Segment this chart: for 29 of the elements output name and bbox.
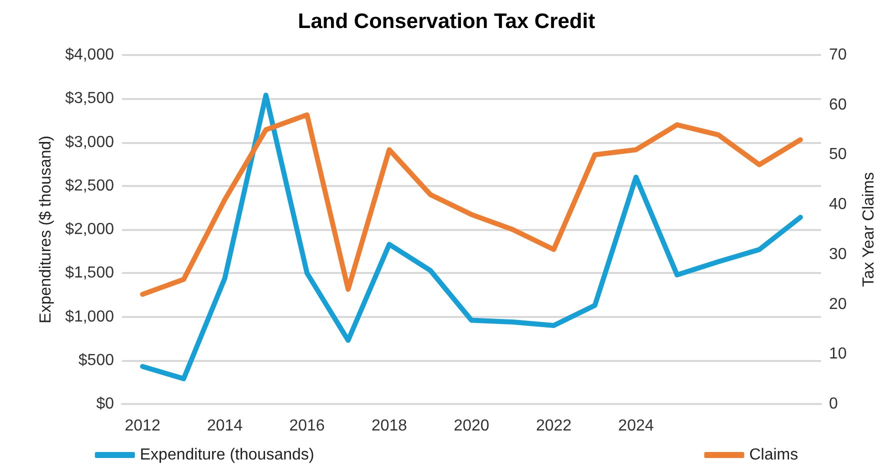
y2-axis-title: Tax Year Claims — [860, 172, 878, 287]
y-tick-label: $1,000 — [65, 308, 114, 326]
x-tick-label: 2016 — [289, 418, 325, 434]
legend-label: Claims — [749, 446, 798, 464]
chart-title: Land Conservation Tax Credit — [298, 10, 596, 33]
y2-tick-label: 60 — [829, 96, 847, 114]
y-tick-label: $3,500 — [65, 90, 114, 108]
y-tick-label: $2,000 — [65, 221, 114, 238]
x-tick-label: 2022 — [536, 418, 572, 434]
y2-tick-label: 30 — [829, 246, 847, 263]
y-tick-label: $4,000 — [65, 46, 114, 64]
y-tick-label: $1,500 — [65, 264, 114, 282]
y2-tick-label: 0 — [829, 396, 838, 412]
y-tick-label: $0 — [96, 396, 114, 412]
y2-tick-label: 20 — [829, 296, 847, 313]
y-tick-label: $500 — [78, 352, 114, 369]
y2-tick-label: 70 — [829, 46, 847, 64]
y-tick-label: $2,500 — [65, 177, 114, 194]
y2-tick-label: 50 — [829, 146, 847, 164]
x-tick-label: 2018 — [371, 418, 408, 434]
y2-tick-label: 40 — [829, 196, 847, 214]
y-axis-title: Expenditures ($ thousand) — [38, 136, 55, 324]
x-tick-label: 2014 — [206, 418, 243, 434]
legend-label: Expenditure (thousands) — [140, 446, 314, 464]
x-tick-label: 2024 — [618, 418, 654, 434]
x-tick-label: 2020 — [454, 418, 490, 434]
y-tick-label: $3,000 — [65, 134, 114, 151]
y2-tick-label: 10 — [829, 346, 847, 363]
x-tick-label: 2012 — [124, 418, 160, 434]
